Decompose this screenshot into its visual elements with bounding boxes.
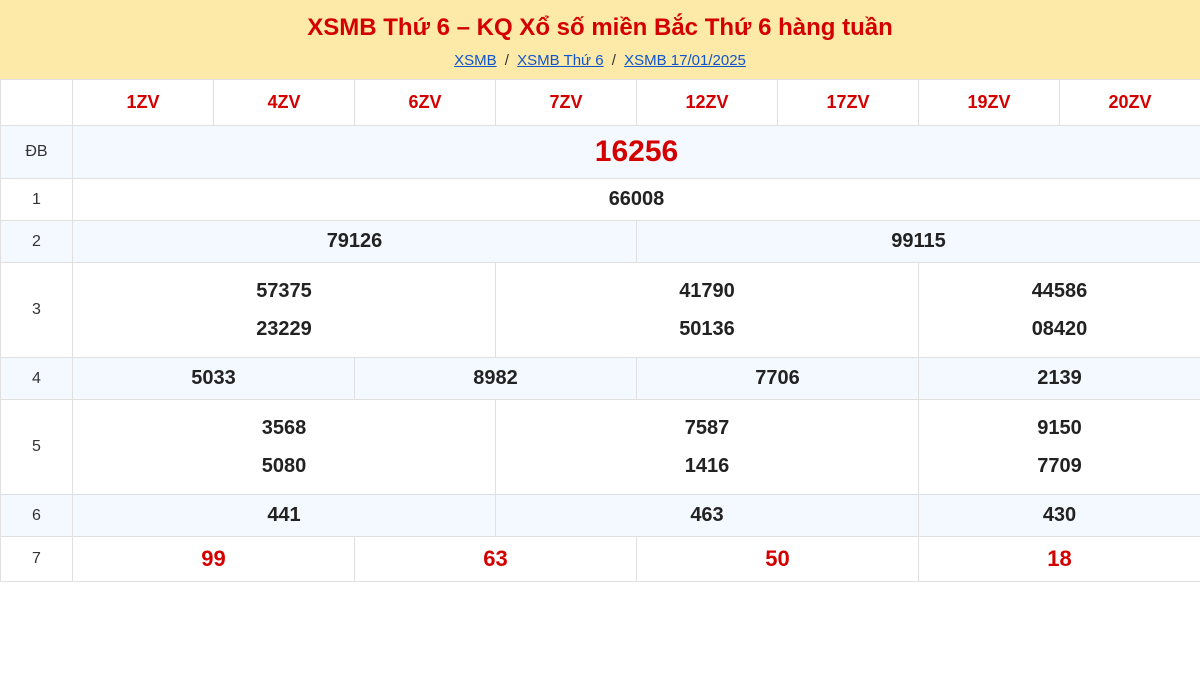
prize-cell: 2139 [919, 358, 1200, 400]
breadcrumb-link[interactable]: XSMB 17/01/2025 [624, 52, 746, 69]
col-header: 12ZV [637, 80, 778, 126]
prize-cell: 91507709 [919, 400, 1200, 495]
prize-cell: 79126 [73, 221, 637, 263]
prize-line: 57375 [73, 272, 495, 310]
results-table: 1ZV 4ZV 6ZV 7ZV 12ZV 17ZV 19ZV 20ZV ĐB16… [0, 79, 1200, 582]
prize-value: 441 [73, 495, 495, 536]
prize-value: 2139 [919, 358, 1200, 399]
prize-line: 7709 [919, 447, 1200, 485]
prize-value: 66008 [73, 179, 1200, 220]
prize-value: 8982 [355, 358, 636, 399]
table-row: 5356850807587141691507709 [1, 400, 1200, 495]
prize-cell: 63 [355, 537, 637, 582]
prize-cell: 99 [73, 537, 355, 582]
breadcrumb-link[interactable]: XSMB Thứ 6 [517, 52, 603, 69]
page-header: XSMB Thứ 6 – KQ Xổ số miền Bắc Thứ 6 hàn… [0, 0, 1200, 79]
prize-value: 4179050136 [496, 263, 918, 357]
col-header: 17ZV [778, 80, 919, 126]
prize-value: 7706 [637, 358, 918, 399]
col-header: 1ZV [73, 80, 214, 126]
col-header: 4ZV [214, 80, 355, 126]
table-row: 166008 [1, 179, 1200, 221]
breadcrumb-sep: / [608, 52, 621, 69]
breadcrumb-link[interactable]: XSMB [454, 52, 497, 69]
row-label: 7 [1, 537, 73, 582]
prize-cell: 5033 [73, 358, 355, 400]
row-label: ĐB [1, 126, 73, 179]
prize-cell: 18 [919, 537, 1200, 582]
col-header: 19ZV [919, 80, 1060, 126]
prize-cell: 75871416 [496, 400, 919, 495]
row-label: 4 [1, 358, 73, 400]
prize-cell: 430 [919, 495, 1200, 537]
prize-cell: 66008 [73, 179, 1200, 221]
prize-line: 44586 [919, 272, 1200, 310]
prize-cell: 50 [637, 537, 919, 582]
table-row: 45033898277062139 [1, 358, 1200, 400]
col-header: 6ZV [355, 80, 496, 126]
table-row: 6441463430 [1, 495, 1200, 537]
table-row: 799635018 [1, 537, 1200, 582]
row-label: 6 [1, 495, 73, 537]
prize-value: 5737523229 [73, 263, 495, 357]
prize-cell: 7706 [637, 358, 919, 400]
table-header-row: 1ZV 4ZV 6ZV 7ZV 12ZV 17ZV 19ZV 20ZV [1, 80, 1200, 126]
row-label: 2 [1, 221, 73, 263]
prize-line: 41790 [496, 272, 918, 310]
row-label: 5 [1, 400, 73, 495]
prize-value: 463 [496, 495, 918, 536]
prize-line: 5080 [73, 447, 495, 485]
prize-value: 18 [919, 537, 1200, 581]
prize-value: 79126 [73, 221, 636, 262]
prize-value: 4458608420 [919, 263, 1200, 357]
table-row: 3573752322941790501364458608420 [1, 263, 1200, 358]
prize-line: 50136 [496, 310, 918, 348]
prize-line: 7587 [496, 409, 918, 447]
prize-line: 23229 [73, 310, 495, 348]
prize-cell: 4179050136 [496, 263, 919, 358]
prize-value: 50 [637, 537, 918, 581]
prize-line: 9150 [919, 409, 1200, 447]
prize-value: 99 [73, 537, 354, 581]
prize-value: 75871416 [496, 400, 918, 494]
prize-cell: 99115 [637, 221, 1200, 263]
page-title: XSMB Thứ 6 – KQ Xổ số miền Bắc Thứ 6 hàn… [0, 14, 1200, 42]
col-header: 20ZV [1060, 80, 1200, 126]
prize-line: 3568 [73, 409, 495, 447]
header-blank [1, 80, 73, 126]
row-label: 1 [1, 179, 73, 221]
prize-cell: 4458608420 [919, 263, 1200, 358]
breadcrumb: XSMB / XSMB Thứ 6 / XSMB 17/01/2025 [0, 52, 1200, 69]
table-row: ĐB16256 [1, 126, 1200, 179]
row-label: 3 [1, 263, 73, 358]
prize-value: 16256 [73, 126, 1200, 178]
prize-line: 08420 [919, 310, 1200, 348]
prize-value: 35685080 [73, 400, 495, 494]
prize-value: 63 [355, 537, 636, 581]
prize-value: 5033 [73, 358, 354, 399]
prize-value: 91507709 [919, 400, 1200, 494]
prize-cell: 441 [73, 495, 496, 537]
prize-cell: 16256 [73, 126, 1200, 179]
table-row: 27912699115 [1, 221, 1200, 263]
breadcrumb-sep: / [501, 52, 514, 69]
prize-value: 99115 [637, 221, 1200, 262]
prize-cell: 8982 [355, 358, 637, 400]
col-header: 7ZV [496, 80, 637, 126]
prize-cell: 463 [496, 495, 919, 537]
prize-value: 430 [919, 495, 1200, 536]
prize-cell: 5737523229 [73, 263, 496, 358]
results-body: ĐB16256166008279126991153573752322941790… [1, 126, 1200, 582]
prize-cell: 35685080 [73, 400, 496, 495]
prize-line: 1416 [496, 447, 918, 485]
